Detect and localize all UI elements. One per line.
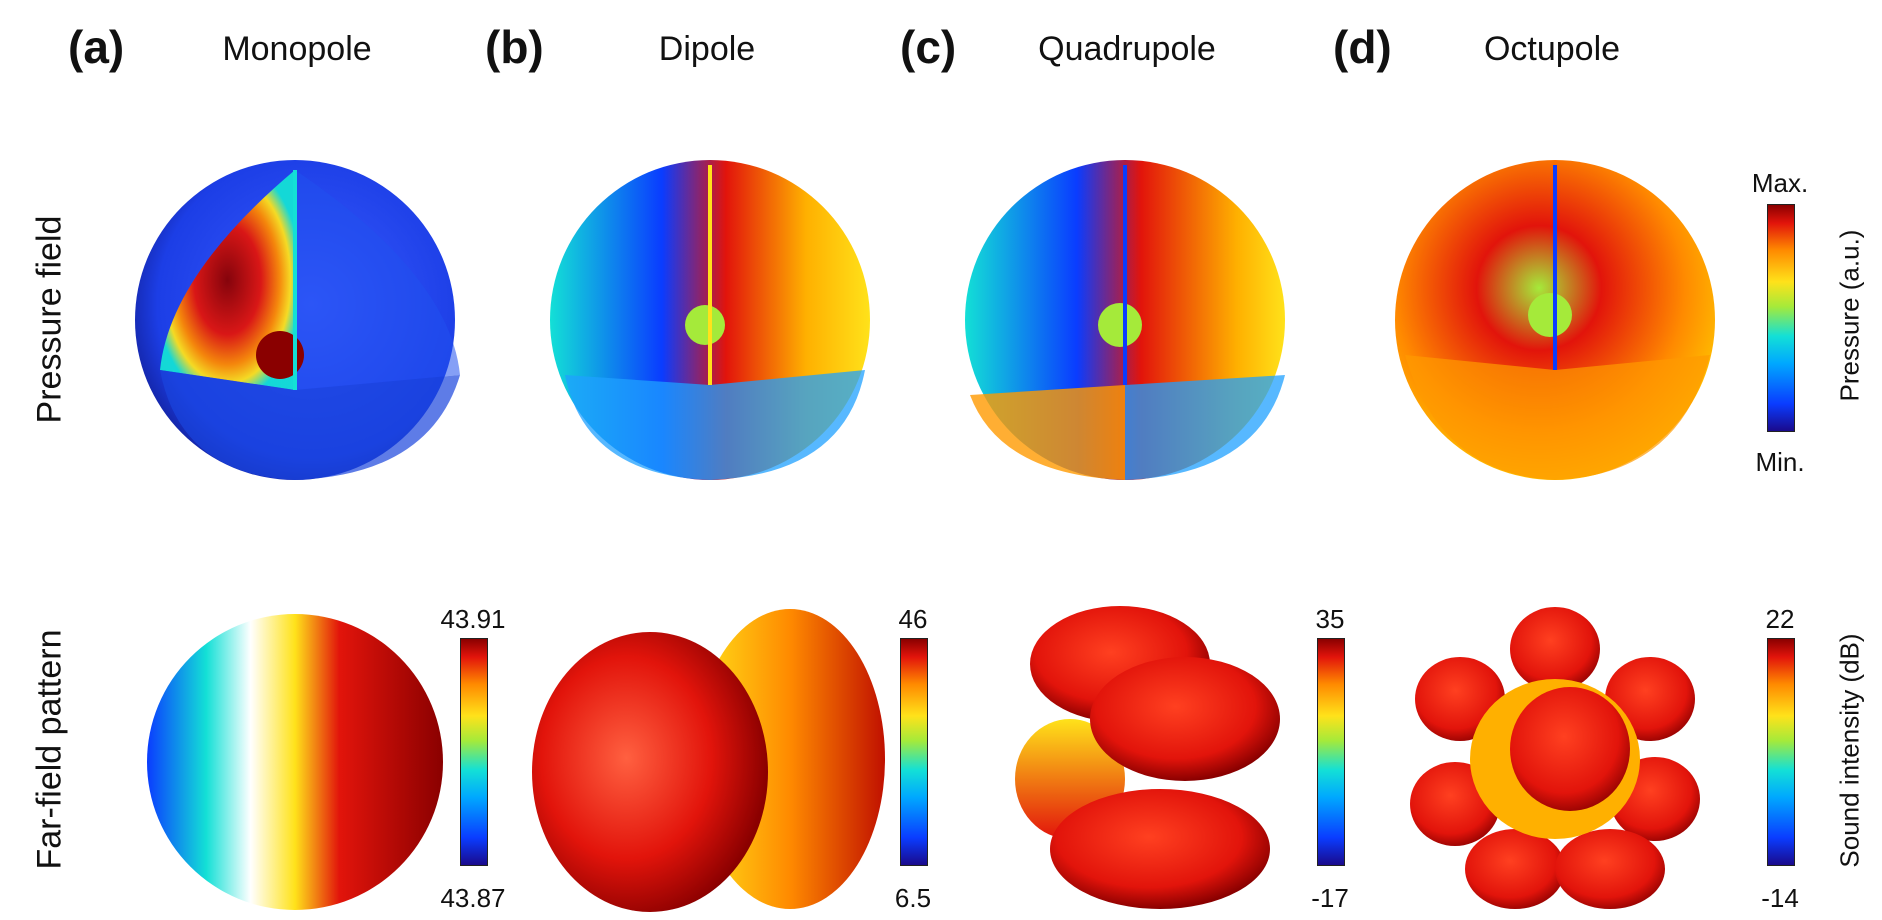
quadrupole-cbar-max: 35 [1315, 604, 1345, 634]
monopole-colorbar [460, 638, 488, 866]
dipole-colorbar [900, 638, 928, 866]
panel-c-title: Quadrupole [1038, 30, 1216, 68]
panel-b-letter: (b) [485, 21, 544, 73]
octupole-cbar-min: -14 [1761, 883, 1799, 913]
monopole-cbar-min: 43.87 [440, 883, 506, 913]
pressure-cbar-max: Max. [1751, 168, 1809, 198]
quadrupole-colorbar [1317, 638, 1345, 866]
monopole-cbar-max: 43.91 [440, 604, 506, 634]
pressure-colorbar [1767, 204, 1795, 432]
dipole-farfield-pattern [532, 609, 885, 912]
panel-c-letter: (c) [900, 21, 957, 73]
panel-d-title: Octupole [1483, 30, 1621, 68]
row-label-pressure: Pressure field [30, 215, 69, 424]
monopole-farfield-pattern [147, 614, 443, 910]
octupole-colorbar [1767, 638, 1795, 866]
panel-d-letter: (d) [1333, 21, 1392, 73]
octupole-cbar-max: 22 [1765, 604, 1795, 634]
panel-a-title: Monopole [222, 30, 372, 68]
octupole-pressure-sphere [1395, 160, 1715, 480]
panel-b-title: Dipole [658, 30, 756, 68]
pressure-cbar-label: Pressure (a.u.) [1834, 229, 1865, 402]
quadrupole-farfield-pattern [1015, 606, 1280, 909]
monopole-pressure-sphere [135, 160, 460, 480]
farfield-cbar-label: Sound intensity (dB) [1834, 633, 1865, 868]
row-label-farfield: Far-field pattern [30, 629, 69, 870]
panel-a-letter: (a) [68, 21, 125, 73]
dipole-cbar-max: 46 [898, 604, 928, 634]
quadrupole-cbar-min: -17 [1311, 883, 1349, 913]
pressure-cbar-min: Min. [1755, 447, 1805, 477]
quadrupole-pressure-sphere [965, 160, 1285, 480]
dipole-cbar-min: 6.5 [894, 883, 932, 913]
octupole-farfield-pattern [1410, 607, 1700, 909]
dipole-pressure-sphere [550, 160, 870, 480]
